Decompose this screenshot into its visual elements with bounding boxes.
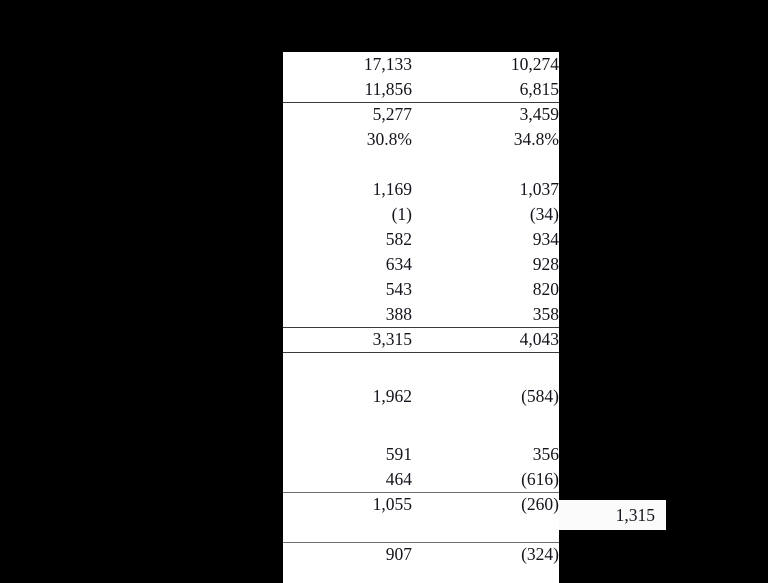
financial-table: 17,133 10,274 11,856 6,815 5,277 3,459 3…: [283, 52, 559, 567]
table-row: 11,856 6,815: [283, 77, 559, 102]
cell-col2: 10,274: [510, 53, 559, 74]
cell-col2: 6,815: [519, 78, 559, 99]
cell-col1: 543: [385, 278, 412, 299]
table-row: 388 358: [283, 302, 559, 327]
cell-col2: 1,037: [519, 178, 559, 199]
cell-col2: 934: [532, 228, 559, 249]
extra-column-value: 1,315: [615, 505, 655, 525]
cell-col1: 907: [283, 541, 412, 567]
financial-table-panel: 17,133 10,274 11,856 6,815 5,277 3,459 3…: [283, 52, 559, 583]
cell-col1: (1): [391, 203, 412, 224]
cell-col2: 928: [532, 253, 559, 274]
cell-col1: 582: [385, 228, 412, 249]
cell-col2: 3,459: [412, 101, 559, 127]
table-row: 17,133 10,274: [283, 52, 559, 77]
cell-col2: 820: [532, 278, 559, 299]
extra-column-panel: 1,315: [559, 500, 666, 530]
cell-col2: (324): [412, 541, 559, 567]
cell-col1: 3,315: [283, 326, 412, 353]
cell-col2: (34): [529, 203, 559, 224]
cell-col1: 1,169: [372, 178, 412, 199]
cell-col1: [283, 352, 412, 377]
table-row: 582 934: [283, 227, 559, 252]
cell-col2: 4,043: [412, 326, 559, 353]
cell-col1: 1,962: [372, 386, 412, 407]
table-row-subtotal: 1,055 (260): [283, 491, 559, 517]
cell-col1: 388: [385, 303, 412, 324]
cell-col2: [412, 417, 559, 442]
cell-col1: 30.8%: [366, 128, 412, 149]
cell-col1: 464: [385, 468, 412, 489]
table-row-final-total: 907 (324): [283, 541, 559, 567]
table-row-spacer: [283, 417, 559, 442]
cell-col1: [283, 152, 412, 177]
cell-col2: (584): [521, 386, 559, 407]
table-row-total: 3,315 4,043: [283, 326, 559, 353]
table-row: 634 928: [283, 252, 559, 277]
cell-col2: 356: [532, 443, 559, 464]
cell-col2: 34.8%: [513, 128, 559, 149]
cell-col1: [283, 517, 412, 542]
financial-table-body: 17,133 10,274 11,856 6,815 5,277 3,459 3…: [283, 52, 559, 567]
cell-col2: [412, 152, 559, 177]
table-row: (1) (34): [283, 202, 559, 227]
table-row: 543 820: [283, 277, 559, 302]
table-row: 1,962 (584): [283, 377, 559, 417]
cell-col1: 591: [385, 443, 412, 464]
table-row-percentage: 30.8% 34.8%: [283, 127, 559, 152]
table-row-subtotal: 5,277 3,459: [283, 101, 559, 127]
cell-col1: 634: [385, 253, 412, 274]
cell-col2: (260): [412, 491, 559, 517]
table-row: 591 356: [283, 442, 559, 467]
cell-col1: 5,277: [283, 101, 412, 127]
cell-col2: [412, 352, 559, 377]
cell-col2: 358: [532, 303, 559, 324]
cell-col1: 1,055: [283, 491, 412, 517]
cell-col1: 11,856: [364, 78, 412, 99]
cell-col2: [412, 517, 559, 542]
cell-col2: (616): [521, 468, 559, 489]
table-row-spacer: [283, 517, 559, 542]
table-row-spacer: [283, 352, 559, 377]
cell-col1: 17,133: [363, 53, 412, 74]
table-row: 1,169 1,037: [283, 177, 559, 202]
table-row-spacer: [283, 152, 559, 177]
table-row: 464 (616): [283, 467, 559, 492]
cell-col1: [283, 417, 412, 442]
